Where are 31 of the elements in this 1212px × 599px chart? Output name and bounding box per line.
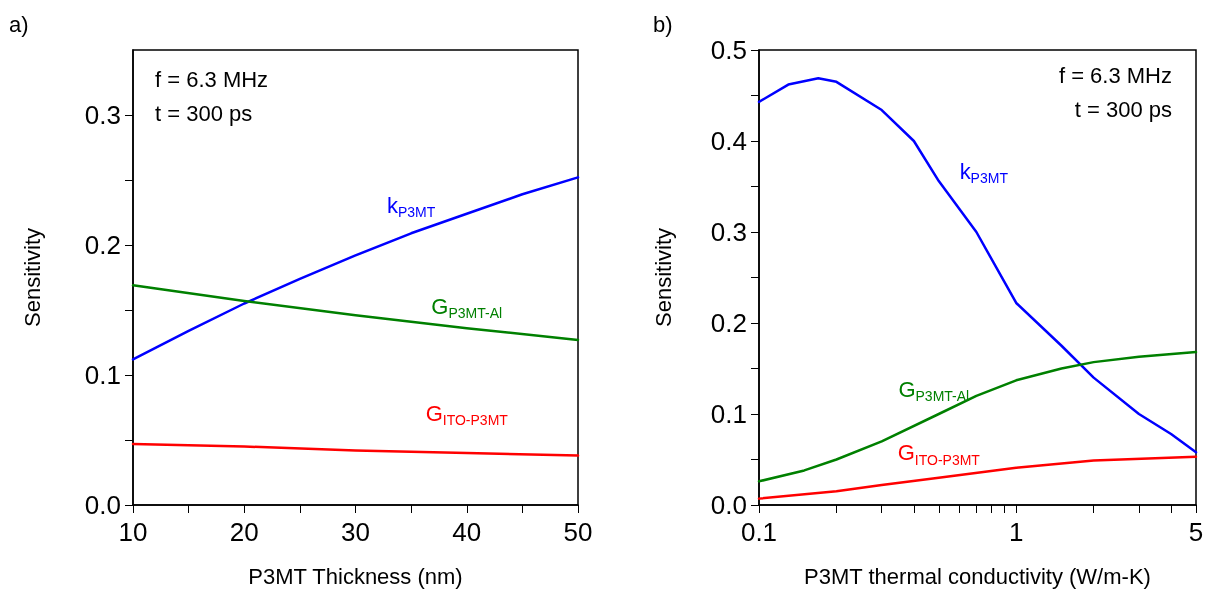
y-tick-label: 0.2 (84, 230, 121, 260)
y-tick-label: 0.1 (710, 399, 747, 429)
x-tick-label: 20 (229, 517, 259, 547)
chart-title: b) (653, 11, 673, 37)
x-tick-label: 1 (1008, 517, 1024, 547)
y-tick-label: 0.5 (710, 35, 747, 65)
annotation: f = 6.3 MHz (1058, 62, 1172, 88)
x-axis-title: P3MT thermal conductivity (W/m-K) (804, 563, 1151, 589)
y-axis-title: Sensitivity (650, 227, 676, 328)
x-tick-label: 10 (118, 517, 148, 547)
annotation: t = 300 ps (1074, 96, 1172, 122)
y-tick-label: 0.3 (84, 100, 121, 130)
chart-title: a) (9, 11, 29, 37)
annotation: f = 6.3 MHz (155, 66, 269, 92)
x-tick-label: 0.1 (740, 517, 778, 547)
y-tick-label: 0.2 (710, 308, 747, 338)
y-axis-title: Sensitivity (19, 227, 45, 328)
y-tick-label: 0.4 (710, 126, 747, 156)
x-tick-label: 30 (341, 517, 370, 547)
y-tick-label: 0.3 (710, 217, 747, 247)
x-tick-label: 40 (452, 517, 482, 547)
annotation: t = 300 ps (155, 100, 253, 126)
line-series (131, 176, 580, 361)
x-tick-label: 5 (1188, 517, 1204, 547)
y-tick-label: 0.0 (710, 490, 747, 520)
line-series (131, 284, 580, 342)
x-tick-label: 50 (563, 517, 593, 547)
line-series (131, 442, 580, 457)
y-tick-label: 0.1 (84, 360, 121, 390)
x-axis-title: P3MT Thickness (nm) (248, 563, 463, 589)
y-tick-label: 0.0 (84, 490, 121, 520)
